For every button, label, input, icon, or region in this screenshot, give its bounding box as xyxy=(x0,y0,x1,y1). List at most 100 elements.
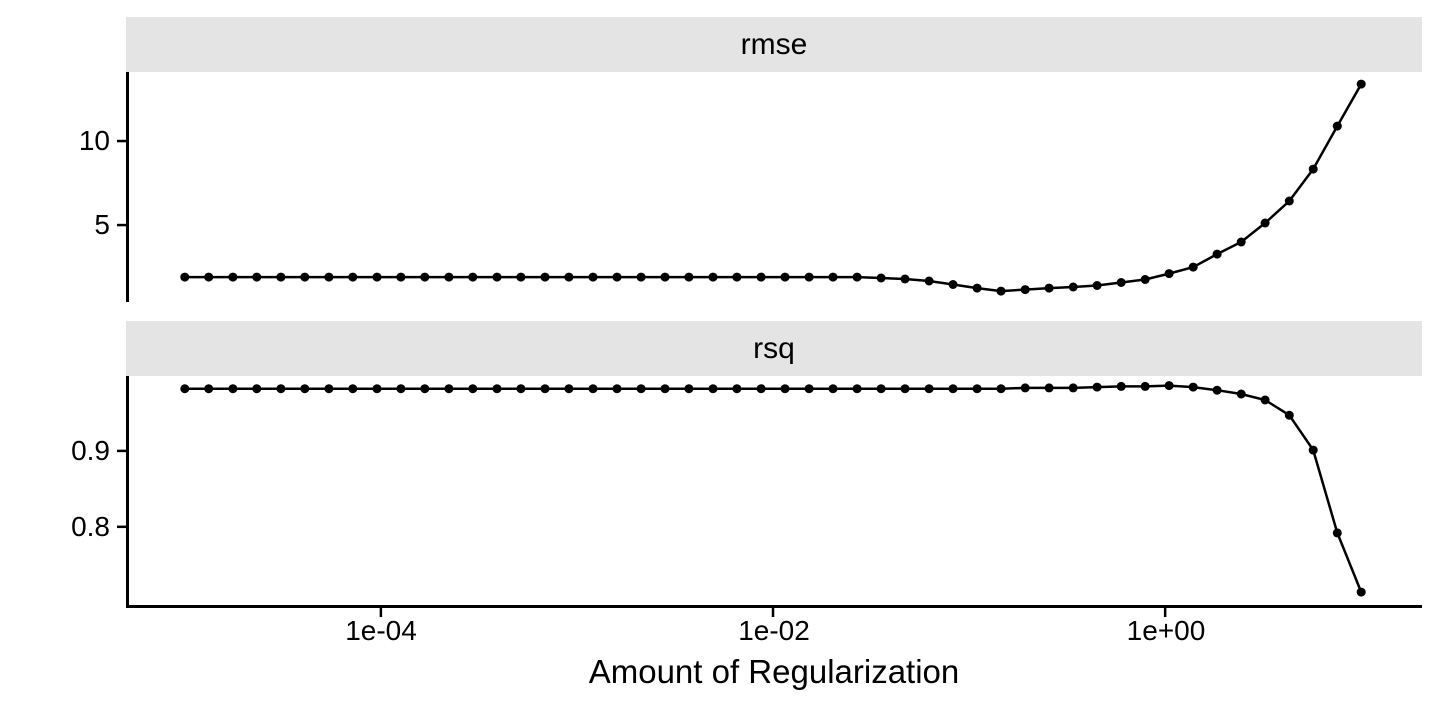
data-point-rsq xyxy=(1332,528,1342,538)
data-point-rsq xyxy=(1188,382,1198,392)
data-point-rsq xyxy=(1308,445,1318,455)
data-point-rmse xyxy=(468,272,478,282)
data-point-rsq xyxy=(684,384,694,394)
data-point-rsq xyxy=(612,384,622,394)
data-point-rsq xyxy=(972,384,982,394)
data-point-rmse xyxy=(1260,218,1270,228)
data-point-rsq xyxy=(492,384,502,394)
data-point-rsq xyxy=(204,384,214,394)
data-point-rsq xyxy=(1356,587,1366,597)
y-tick-label-rsq-0.9: 0.9 xyxy=(71,435,110,466)
data-point-rmse xyxy=(996,286,1006,296)
data-point-rmse xyxy=(636,272,646,282)
data-point-rsq xyxy=(1164,381,1174,391)
x-tick-label-1e+00: 1e+00 xyxy=(1126,615,1206,646)
data-point-rsq xyxy=(780,384,790,394)
data-point-rmse xyxy=(564,272,574,282)
data-point-rsq xyxy=(660,384,670,394)
data-point-rsq xyxy=(876,384,886,394)
data-point-rmse xyxy=(804,272,814,282)
data-point-rmse xyxy=(1140,275,1150,284)
data-point-rmse xyxy=(828,272,838,282)
data-point-rsq xyxy=(804,384,814,394)
data-point-rsq xyxy=(708,384,718,394)
data-point-rsq xyxy=(276,384,286,394)
data-point-rmse xyxy=(732,272,742,282)
data-point-rmse xyxy=(684,272,694,282)
data-point-rsq xyxy=(996,384,1006,394)
data-point-rmse xyxy=(612,272,622,282)
data-point-rmse xyxy=(372,272,382,282)
data-point-rsq xyxy=(372,384,382,394)
data-point-rmse xyxy=(492,272,502,282)
data-point-rmse xyxy=(396,272,406,282)
data-point-rsq xyxy=(516,384,526,394)
data-point-rsq xyxy=(588,384,598,394)
data-point-rsq xyxy=(1212,385,1222,395)
data-point-rmse xyxy=(972,283,982,293)
data-point-rmse xyxy=(852,272,862,282)
data-point-rmse xyxy=(876,273,886,283)
x-tick-label-1e-02: 1e-02 xyxy=(738,615,810,646)
facet-label-rmse: rmse xyxy=(740,27,808,61)
data-point-rsq xyxy=(1116,381,1126,391)
data-point-rmse xyxy=(1044,283,1054,293)
data-point-rmse xyxy=(1332,121,1342,131)
data-point-rmse xyxy=(180,272,190,282)
data-point-rsq xyxy=(756,384,766,394)
data-point-rsq xyxy=(1068,383,1078,393)
data-point-rmse xyxy=(660,272,670,282)
data-point-rsq xyxy=(1044,383,1054,393)
data-point-rmse xyxy=(276,272,286,282)
data-point-rsq xyxy=(396,384,406,394)
data-point-rsq xyxy=(468,384,478,394)
data-point-rmse xyxy=(1284,196,1294,206)
data-point-rsq xyxy=(444,384,454,394)
data-point-rsq xyxy=(900,384,910,394)
data-point-rmse xyxy=(900,274,910,284)
data-point-rmse xyxy=(924,276,934,286)
data-point-rsq xyxy=(732,384,742,394)
x-axis-title: Amount of Regularization xyxy=(588,653,960,690)
data-point-rmse xyxy=(1356,79,1366,89)
data-point-rsq xyxy=(1020,383,1030,393)
data-point-rsq xyxy=(924,384,934,394)
data-point-rsq xyxy=(1236,389,1246,399)
data-point-rsq xyxy=(1092,382,1102,392)
data-point-rmse xyxy=(300,272,310,282)
data-point-rmse xyxy=(1308,164,1318,174)
data-point-rsq xyxy=(1284,410,1294,420)
data-point-rmse xyxy=(516,272,526,282)
data-point-rmse xyxy=(252,272,262,282)
data-point-rsq xyxy=(564,384,574,394)
x-tick-label-1e-04: 1e-04 xyxy=(345,615,417,646)
facet-strip-rsq: rsq xyxy=(126,321,1422,376)
data-point-rmse xyxy=(204,272,214,282)
data-point-rsq xyxy=(324,384,334,394)
data-point-rsq xyxy=(180,384,190,394)
data-point-rmse xyxy=(444,272,454,282)
series-line-rmse xyxy=(184,83,1363,293)
y-tick-label-rmse-5: 5 xyxy=(94,209,110,240)
data-point-rmse xyxy=(228,272,238,282)
data-point-rmse xyxy=(1212,249,1222,259)
data-point-rmse xyxy=(780,272,790,282)
data-point-rsq xyxy=(348,384,358,394)
data-point-rmse xyxy=(588,272,598,282)
y-tick-label-rmse-10: 10 xyxy=(78,125,110,156)
data-point-rmse xyxy=(540,272,550,282)
data-point-rmse xyxy=(420,272,430,282)
data-point-rsq xyxy=(1260,395,1270,405)
data-point-rmse xyxy=(708,272,718,282)
data-point-rsq xyxy=(252,384,262,394)
facet-strip-rmse: rmse xyxy=(126,17,1422,72)
data-point-rmse xyxy=(1116,278,1126,287)
data-point-rsq xyxy=(228,384,238,394)
data-point-rmse xyxy=(948,280,958,289)
data-point-rmse xyxy=(1236,237,1246,247)
data-point-rsq xyxy=(636,384,646,394)
data-point-rsq xyxy=(852,384,862,394)
facet-label-rsq: rsq xyxy=(753,331,795,365)
